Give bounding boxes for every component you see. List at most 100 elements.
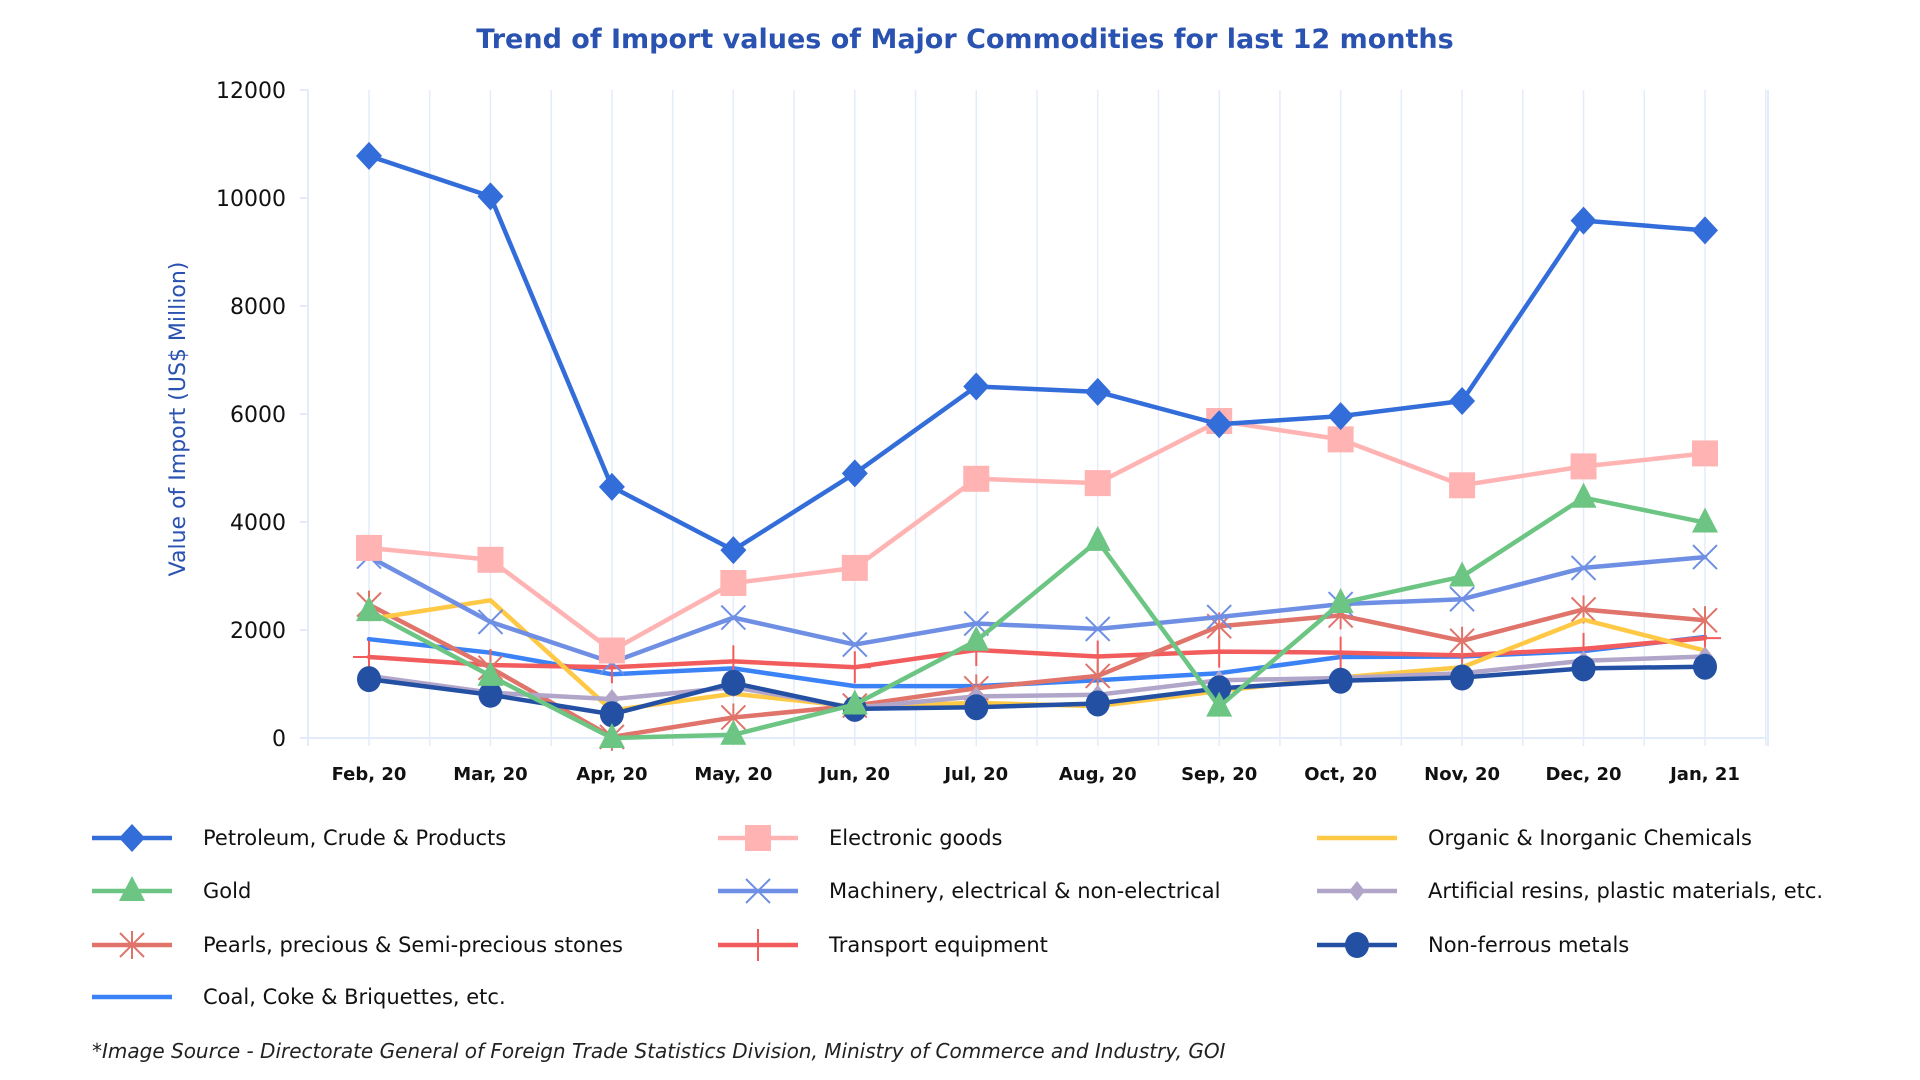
series-line [366, 664, 1708, 717]
series-line [366, 654, 1708, 711]
x-tick-label: May, 20 [694, 764, 772, 785]
series-line [366, 153, 1708, 553]
legend-label: Transport equipment [828, 933, 1048, 957]
legend-label: Gold [203, 879, 251, 903]
x-axis: Feb, 20 Mar, 20 Apr, 20 May, 20 Jun, 20 Jul, … [332, 764, 1740, 785]
diamond-marker [1449, 387, 1476, 416]
legend-item: Coal, Coke & Briquettes, etc. [92, 985, 506, 1009]
x-tick-label: Jun, 20 [818, 764, 890, 785]
y-tick-label: 4000 [230, 511, 286, 536]
x-tick-label: Dec, 20 [1546, 764, 1622, 785]
plus-marker [1324, 636, 1357, 669]
series-group [353, 141, 1721, 751]
source-note: *Image Source - Directorate General of F… [92, 1039, 1226, 1063]
square-marker [1449, 472, 1476, 499]
diamond-marker [1084, 377, 1111, 406]
circle-marker [357, 666, 381, 693]
triangle-marker [963, 625, 990, 651]
square-marker [1084, 470, 1111, 497]
x-marker [1206, 604, 1232, 630]
series-electronic-goods [356, 408, 1718, 664]
square-marker [963, 465, 990, 492]
x-marker [1570, 555, 1597, 581]
diamond-marker [963, 372, 990, 401]
circle-marker [1693, 653, 1717, 680]
square-marker [1570, 453, 1597, 480]
y-tick-label: 2000 [230, 619, 286, 644]
legend-label: Electronic goods [829, 826, 1003, 850]
triangle-marker [1327, 588, 1354, 613]
x-tick-label: Jan, 21 [1668, 764, 1740, 785]
chart-title: Trend of Import values of Major Commodit… [476, 24, 1453, 55]
x-tick-label: Jul, 20 [942, 764, 1008, 785]
diamond-marker [598, 472, 625, 501]
square-marker [1692, 440, 1718, 467]
legend-label: Pearls, precious & Semi-precious stones [203, 933, 623, 957]
diamond-marker [119, 824, 145, 852]
grid [307, 90, 1769, 746]
square-marker [1327, 426, 1354, 453]
x-marker [1085, 616, 1111, 642]
triangle-marker [1449, 561, 1476, 587]
diamond-marker [1692, 216, 1718, 245]
x-tick-label: Sep, 20 [1181, 764, 1257, 785]
asterisk-marker [119, 931, 145, 959]
triangle-marker [1206, 691, 1233, 717]
diamond-marker [356, 141, 382, 170]
x-tick-label: Aug, 20 [1059, 764, 1137, 785]
x-tick-label: Nov, 20 [1424, 764, 1500, 785]
diamond-marker [1349, 881, 1365, 901]
y-axis: 0 2000 4000 6000 8000 10000 12000 [216, 79, 308, 752]
circle-marker [478, 681, 503, 708]
x-marker [720, 604, 747, 631]
legend-label: Organic & Inorganic Chemicals [1428, 826, 1752, 850]
circle-marker [721, 669, 746, 696]
diamond-marker [1570, 206, 1597, 235]
x-marker [745, 878, 771, 904]
series-line [366, 418, 1708, 653]
legend-label: Coal, Coke & Briquettes, etc. [203, 985, 506, 1009]
legend-label: Petroleum, Crude & Products [203, 826, 506, 850]
circle-marker [599, 701, 624, 728]
y-tick-label: 0 [272, 727, 286, 752]
triangle-marker [477, 660, 504, 686]
triangle-marker [1570, 482, 1597, 508]
circle-marker [964, 694, 989, 721]
triangle-marker [356, 596, 382, 622]
legend-item: Pearls, precious & Semi-precious stones [92, 931, 623, 959]
legend-item: Electronic goods [718, 825, 1003, 851]
diamond-marker [477, 182, 504, 211]
square-marker [745, 825, 771, 851]
legend-label: Non-ferrous metals [1428, 933, 1629, 957]
diamond-marker [1206, 410, 1233, 439]
legend-item: Machinery, electrical & non-electrical [718, 878, 1220, 904]
y-tick-label: 6000 [230, 403, 286, 428]
series-line [366, 635, 1708, 670]
legend-label: Machinery, electrical & non-electrical [829, 879, 1220, 903]
diamond-marker [841, 459, 868, 488]
square-marker [598, 637, 625, 664]
legend-item: Non-ferrous metals [1317, 932, 1629, 958]
square-marker [720, 570, 747, 597]
x-tick-label: Feb, 20 [332, 764, 407, 785]
square-marker [841, 554, 868, 581]
square-marker [477, 546, 504, 573]
x-tick-label: Mar, 20 [453, 764, 527, 785]
legend-item: Transport equipment [718, 929, 1048, 961]
series-gold [356, 482, 1718, 748]
circle-marker [1085, 690, 1110, 717]
x-marker [1449, 586, 1475, 612]
triangle-marker [598, 723, 625, 748]
square-marker [356, 534, 382, 561]
y-tick-label: 12000 [216, 79, 286, 104]
circle-marker [1450, 664, 1475, 691]
diamond-marker [720, 536, 747, 565]
triangle-marker [119, 876, 145, 901]
legend-item: Artificial resins, plastic materials, et… [1317, 879, 1823, 903]
asterisk-marker [1449, 626, 1475, 655]
triangle-marker [1084, 525, 1111, 551]
circle-marker [1328, 667, 1353, 694]
triangle-marker [1692, 507, 1718, 533]
y-tick-label: 10000 [216, 187, 286, 212]
series-petroleum-crude-products [356, 141, 1718, 565]
